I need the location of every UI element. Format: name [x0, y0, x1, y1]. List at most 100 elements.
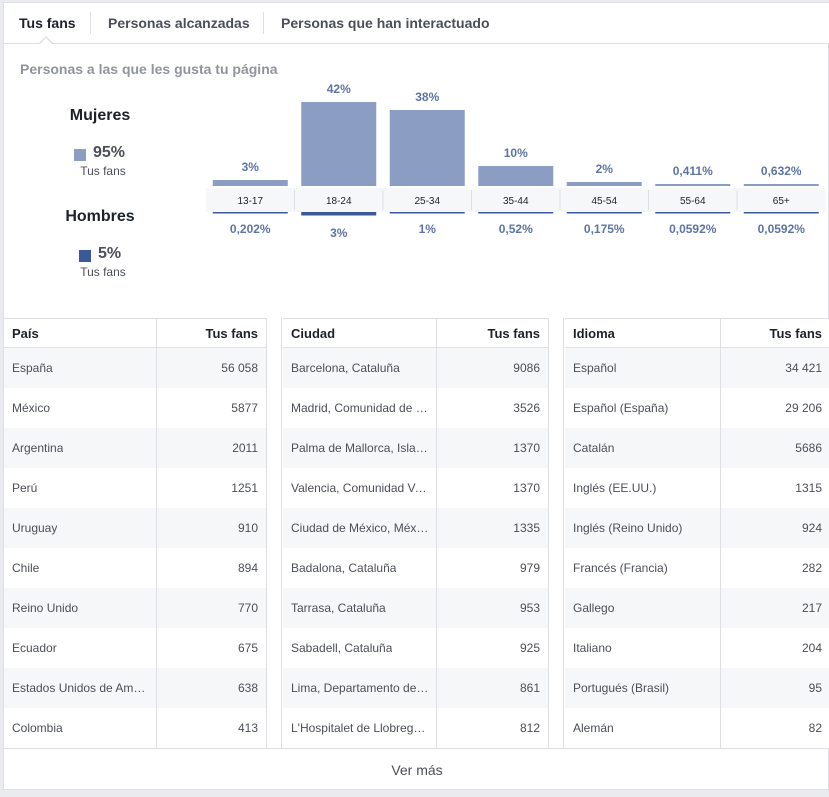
- men-bar[interactable]: [389, 212, 465, 214]
- row-name: Madrid, Comunidad de M…: [291, 401, 430, 415]
- row-name: Italiano: [573, 641, 612, 655]
- row-value: 3526: [513, 401, 540, 415]
- column-divider: [436, 428, 437, 468]
- row-name: Francés (Francia): [573, 561, 668, 575]
- row-value: 1370: [513, 481, 540, 495]
- women-bar[interactable]: [212, 180, 288, 186]
- row-value: 1315: [795, 481, 822, 495]
- column-header[interactable]: Idioma: [573, 326, 615, 341]
- row-name: México: [12, 401, 51, 415]
- column-header[interactable]: Tus fans: [487, 326, 541, 341]
- men-bar-label: 0,202%: [230, 222, 271, 236]
- row-value: 1335: [513, 521, 540, 535]
- tab-tus-fans[interactable]: Tus fans: [19, 15, 76, 31]
- men-bar[interactable]: [566, 212, 642, 214]
- column-divider: [156, 388, 157, 428]
- women-bar[interactable]: [301, 102, 377, 186]
- row-name: Reino Unido: [12, 601, 79, 615]
- column-header[interactable]: Tus fans: [769, 326, 823, 341]
- men-label: Hombres: [65, 208, 135, 225]
- women-bar-label: 42%: [327, 82, 351, 96]
- men-bar[interactable]: [212, 212, 288, 214]
- row-name: Ciudad de México, México: [291, 521, 430, 535]
- men-bar[interactable]: [301, 212, 377, 216]
- men-bar-label: 1%: [419, 222, 437, 236]
- tab-divider: [90, 12, 91, 34]
- row-name: Tarrasa, Cataluña: [291, 601, 386, 615]
- row-name: Valencia, Comunidad Va…: [291, 481, 430, 495]
- column-divider: [720, 668, 721, 708]
- row-name: Perú: [12, 481, 38, 495]
- row-name: Chile: [12, 561, 40, 575]
- row-name: L'Hospitalet de Llobregat…: [291, 721, 430, 735]
- table-gap: [266, 318, 282, 748]
- row-name: Colombia: [12, 721, 63, 735]
- table-row: Gallego 217: [565, 588, 829, 628]
- column-header[interactable]: Ciudad: [291, 326, 336, 341]
- language-table: Idioma Tus fans Español 34 421 Español (Espa…: [565, 318, 829, 748]
- women-label: Mujeres: [69, 107, 131, 124]
- row-value: 1251: [231, 481, 258, 495]
- women-bar-label: 0,411%: [673, 164, 713, 178]
- column-divider: [436, 628, 437, 668]
- age-tick-label: 25-34: [414, 196, 440, 207]
- row-name: Alemán: [573, 721, 614, 735]
- table-row: L'Hospitalet de Llobregat… 812: [283, 708, 548, 748]
- row-name: Estados Unidos de Amé…: [12, 681, 150, 695]
- row-name: Argentina: [12, 441, 64, 455]
- table-row: Barcelona, Cataluña 9086: [283, 348, 548, 388]
- women-bar[interactable]: [478, 166, 554, 186]
- row-value: 675: [237, 641, 258, 655]
- table-row: Colombia 413: [4, 708, 266, 748]
- row-value: 770: [237, 601, 258, 615]
- row-name: Badalona, Cataluña: [291, 561, 397, 575]
- tab-personas-alcanzadas[interactable]: Personas alcanzadas: [108, 15, 250, 31]
- women-bar[interactable]: [566, 182, 642, 186]
- table-row: Chile 894: [4, 548, 266, 588]
- row-value: 861: [519, 681, 540, 695]
- column-header[interactable]: Tus fans: [205, 326, 259, 341]
- table-row: Portugués (Brasil) 95: [565, 668, 829, 708]
- men-bar[interactable]: [478, 212, 554, 214]
- table-row: Lima, Departamento de … 861: [283, 668, 548, 708]
- table-gap: [548, 318, 564, 748]
- row-name: Español: [573, 361, 617, 375]
- table-row: Tarrasa, Cataluña 953: [283, 588, 548, 628]
- row-value: 812: [519, 721, 540, 735]
- men-value: 5%: [98, 245, 122, 262]
- see-more-button[interactable]: Ver más: [391, 762, 443, 778]
- women-bar[interactable]: [655, 184, 731, 186]
- table-row: Ciudad de México, México 1335: [283, 508, 548, 548]
- section-title: Personas a las que les gusta tu página: [20, 61, 278, 77]
- column-divider: [720, 348, 721, 388]
- column-divider: [436, 668, 437, 708]
- women-value: 95%: [93, 144, 126, 161]
- age-axis-band: [206, 188, 826, 212]
- column-divider: [156, 468, 157, 508]
- men-bar[interactable]: [655, 212, 731, 214]
- column-divider: [156, 628, 157, 668]
- tab-personas-interactuado[interactable]: Personas que han interactuado: [281, 15, 490, 31]
- row-value: 925: [519, 641, 540, 655]
- women-bar-label: 10%: [504, 146, 528, 160]
- row-value: 217: [801, 601, 822, 615]
- women-bar[interactable]: [743, 184, 819, 186]
- row-value: 1370: [513, 441, 540, 455]
- row-value: 979: [519, 561, 540, 575]
- row-value: 282: [801, 561, 822, 575]
- men-bar-label: 0,52%: [499, 222, 533, 236]
- row-name: Uruguay: [12, 521, 58, 535]
- column-divider: [156, 548, 157, 588]
- women-sub: Tus fans: [80, 164, 126, 178]
- table-row: Perú 1251: [4, 468, 266, 508]
- age-tick-label: 35-44: [503, 196, 529, 207]
- table-row: Estados Unidos de Amé… 638: [4, 668, 266, 708]
- column-header[interactable]: País: [12, 326, 39, 341]
- column-divider: [156, 319, 157, 348]
- men-bar[interactable]: [743, 212, 819, 214]
- row-value: 82: [808, 721, 822, 735]
- column-divider: [720, 319, 721, 348]
- women-bar[interactable]: [389, 110, 465, 186]
- row-name: Barcelona, Cataluña: [291, 361, 400, 375]
- women-bar-label: 2%: [596, 162, 614, 176]
